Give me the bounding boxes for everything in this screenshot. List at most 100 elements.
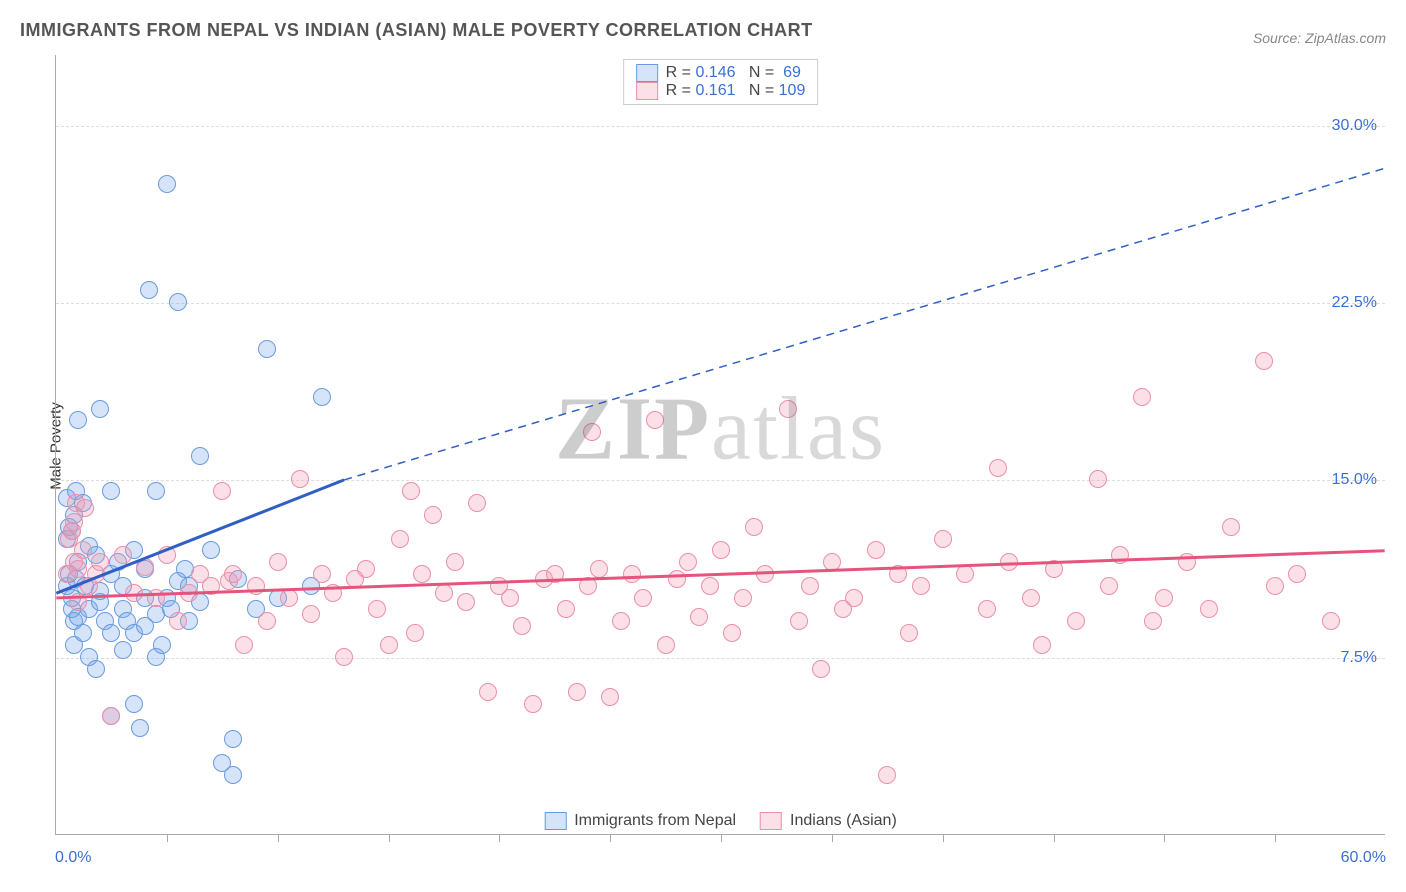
scatter-point-indians xyxy=(280,589,298,607)
scatter-point-indians xyxy=(313,565,331,583)
scatter-point-nepal xyxy=(102,482,120,500)
scatter-point-indians xyxy=(823,553,841,571)
source-label: Source: ZipAtlas.com xyxy=(1253,30,1386,46)
legend-swatch-indians xyxy=(636,82,658,100)
scatter-point-nepal xyxy=(131,719,149,737)
scatter-point-nepal xyxy=(91,400,109,418)
watermark-prefix: ZIP xyxy=(555,379,711,478)
scatter-point-indians xyxy=(1266,577,1284,595)
scatter-point-indians xyxy=(568,683,586,701)
scatter-point-indians xyxy=(202,577,220,595)
scatter-point-indians xyxy=(69,560,87,578)
scatter-point-indians xyxy=(69,593,87,611)
scatter-point-nepal xyxy=(202,541,220,559)
scatter-point-indians xyxy=(114,546,132,564)
scatter-point-nepal xyxy=(313,388,331,406)
scatter-point-indians xyxy=(657,636,675,654)
scatter-point-indians xyxy=(1288,565,1306,583)
chart-title: IMMIGRANTS FROM NEPAL VS INDIAN (ASIAN) … xyxy=(20,20,813,41)
scatter-point-nepal xyxy=(224,730,242,748)
scatter-point-nepal xyxy=(114,641,132,659)
scatter-point-indians xyxy=(102,707,120,725)
scatter-point-indians xyxy=(590,560,608,578)
scatter-point-indians xyxy=(646,411,664,429)
scatter-point-indians xyxy=(690,608,708,626)
scatter-point-nepal xyxy=(140,281,158,299)
scatter-point-nepal xyxy=(69,411,87,429)
scatter-point-indians xyxy=(524,695,542,713)
x-tick xyxy=(832,834,833,842)
scatter-point-indians xyxy=(579,577,597,595)
trend-line-dashed-nepal xyxy=(344,168,1384,480)
scatter-point-indians xyxy=(357,560,375,578)
gridline xyxy=(56,480,1385,481)
y-tick-label: 15.0% xyxy=(1332,471,1377,489)
scatter-point-indians xyxy=(435,584,453,602)
scatter-point-indians xyxy=(867,541,885,559)
scatter-point-indians xyxy=(380,636,398,654)
scatter-point-indians xyxy=(1022,589,1040,607)
scatter-point-indians xyxy=(801,577,819,595)
scatter-point-indians xyxy=(501,589,519,607)
scatter-point-indians xyxy=(989,459,1007,477)
scatter-point-indians xyxy=(1045,560,1063,578)
legend-correlation-box: R = 0.146 N = 69R = 0.161 N = 109 xyxy=(623,59,819,105)
scatter-point-indians xyxy=(756,565,774,583)
gridline xyxy=(56,126,1385,127)
scatter-point-indians xyxy=(1155,589,1173,607)
scatter-point-indians xyxy=(402,482,420,500)
scatter-point-indians xyxy=(956,565,974,583)
watermark-suffix: atlas xyxy=(711,379,886,478)
x-tick xyxy=(1054,834,1055,842)
scatter-point-nepal xyxy=(169,293,187,311)
x-tick xyxy=(610,834,611,842)
scatter-point-indians xyxy=(136,558,154,576)
scatter-point-nepal xyxy=(87,660,105,678)
legend-series: Immigrants from NepalIndians (Asian) xyxy=(536,810,905,832)
scatter-point-indians xyxy=(734,589,752,607)
scatter-point-indians xyxy=(324,584,342,602)
scatter-point-indians xyxy=(912,577,930,595)
scatter-point-indians xyxy=(546,565,564,583)
scatter-point-indians xyxy=(269,553,287,571)
scatter-point-indians xyxy=(612,612,630,630)
legend-label-indians: Indians (Asian) xyxy=(790,812,897,830)
scatter-point-indians xyxy=(213,482,231,500)
x-tick xyxy=(167,834,168,842)
watermark: ZIPatlas xyxy=(555,377,886,480)
scatter-point-indians xyxy=(302,605,320,623)
scatter-point-indians xyxy=(790,612,808,630)
scatter-point-indians xyxy=(235,636,253,654)
scatter-point-indians xyxy=(446,553,464,571)
x-axis-origin-label: 0.0% xyxy=(55,849,91,867)
scatter-point-indians xyxy=(1255,352,1273,370)
scatter-point-indians xyxy=(291,470,309,488)
scatter-point-indians xyxy=(479,683,497,701)
scatter-point-indians xyxy=(125,584,143,602)
scatter-point-nepal xyxy=(158,175,176,193)
y-tick-label: 7.5% xyxy=(1341,649,1377,667)
scatter-point-indians xyxy=(468,494,486,512)
y-tick-label: 22.5% xyxy=(1332,294,1377,312)
scatter-point-indians xyxy=(1144,612,1162,630)
x-tick xyxy=(389,834,390,842)
scatter-point-indians xyxy=(180,584,198,602)
x-tick xyxy=(721,834,722,842)
y-tick-label: 30.0% xyxy=(1332,117,1377,135)
scatter-point-indians xyxy=(169,612,187,630)
legend-stats-nepal: R = 0.146 N = 69 xyxy=(666,64,801,82)
legend-row-nepal: R = 0.146 N = 69 xyxy=(636,64,806,82)
scatter-point-indians xyxy=(1033,636,1051,654)
x-axis-max-label: 60.0% xyxy=(1341,849,1386,867)
scatter-point-indians xyxy=(1067,612,1085,630)
scatter-point-indians xyxy=(583,423,601,441)
legend-row-indians: R = 0.161 N = 109 xyxy=(636,82,806,100)
scatter-point-indians xyxy=(1089,470,1107,488)
scatter-point-indians xyxy=(224,565,242,583)
scatter-point-indians xyxy=(1222,518,1240,536)
x-tick xyxy=(1164,834,1165,842)
scatter-point-indians xyxy=(247,577,265,595)
x-tick xyxy=(278,834,279,842)
scatter-point-nepal xyxy=(191,447,209,465)
scatter-point-indians xyxy=(368,600,386,618)
